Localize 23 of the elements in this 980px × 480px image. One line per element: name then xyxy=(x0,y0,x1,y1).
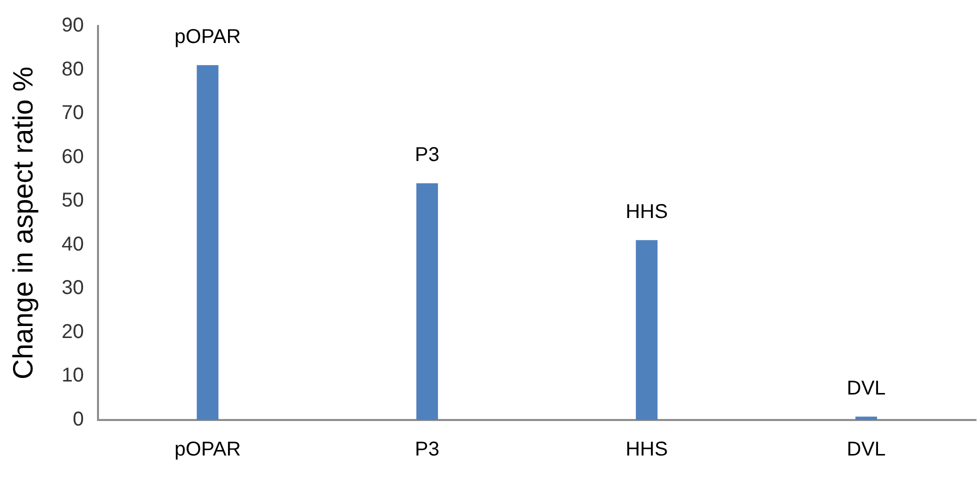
y-tick-label: 70 xyxy=(62,102,84,124)
y-tick-label: 50 xyxy=(62,190,84,212)
y-axis-title: Change in aspect ratio % xyxy=(8,66,39,380)
bar xyxy=(196,65,218,420)
x-tick-label: HHS xyxy=(626,438,668,461)
bar xyxy=(416,183,438,420)
y-tick-label: 30 xyxy=(62,277,84,300)
y-tick-label: 10 xyxy=(62,364,84,387)
y-tick-label: 0 xyxy=(72,408,84,431)
y-tick-label: 80 xyxy=(62,58,84,80)
y-tick-label: 60 xyxy=(62,146,84,168)
y-tick-label: 40 xyxy=(62,233,84,256)
bar xyxy=(855,416,878,420)
x-tick-label: pOPAR xyxy=(174,438,241,461)
annotation: DVL xyxy=(846,377,886,400)
x-tick-label: P3 xyxy=(414,438,440,461)
annotation: HHS xyxy=(626,201,668,224)
annotation: pOPAR xyxy=(174,26,241,48)
y-tick-label: 20 xyxy=(62,320,84,343)
bar xyxy=(636,240,658,420)
y-tick-label: 90 xyxy=(62,14,84,37)
annotation: P3 xyxy=(414,144,440,166)
x-tick-label: DVL xyxy=(846,438,886,461)
